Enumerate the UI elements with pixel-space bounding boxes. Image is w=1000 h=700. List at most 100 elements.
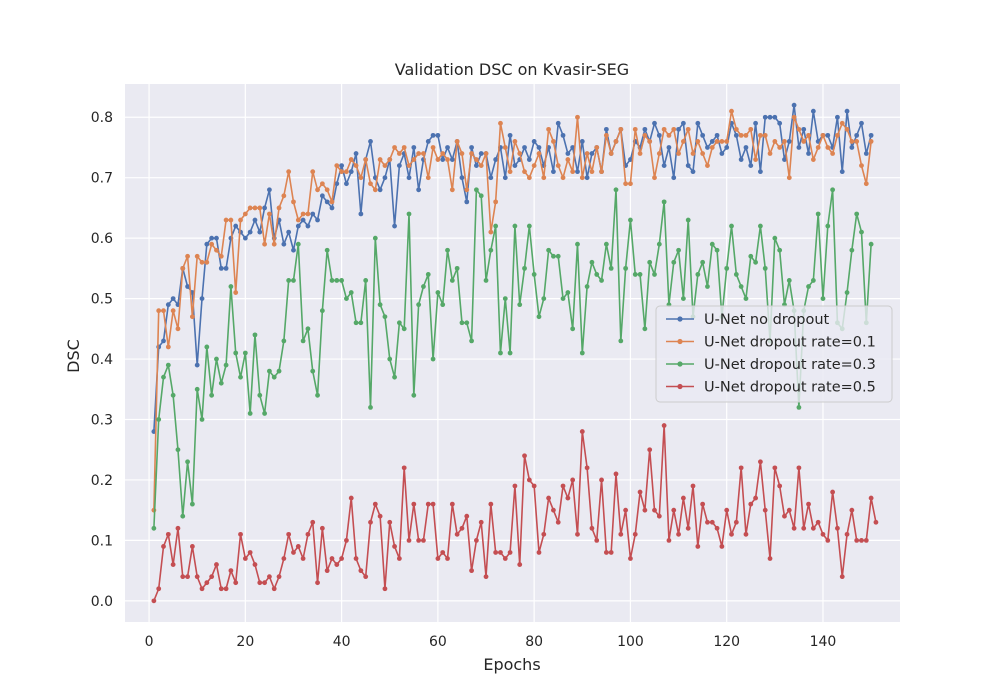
data-point [603,126,609,132]
data-point [291,278,296,283]
data-point [772,114,778,120]
data-point [204,259,210,265]
data-point [623,181,629,187]
data-point [315,187,320,193]
data-point [700,151,706,156]
data-point [656,241,662,247]
data-point [863,181,869,187]
data-point [526,157,532,162]
legend-entry-label: U-Net dropout rate=0.1 [704,335,876,351]
data-point [676,531,681,537]
data-point [223,265,229,271]
data-point [276,368,282,374]
data-point [762,507,768,513]
data-point [724,139,730,144]
data-point [315,392,320,398]
data-point [551,507,556,513]
data-point [189,544,195,549]
x-tick-label: 60 [429,634,447,650]
data-point [358,175,364,181]
data-point [666,132,672,138]
data-point [835,114,840,120]
x-tick-label: 0 [145,634,154,650]
data-point [729,108,734,114]
data-point [440,550,446,555]
data-point [161,544,166,549]
data-point [772,235,778,241]
data-point [676,151,681,156]
data-point [329,205,335,211]
data-point [209,392,215,398]
data-point [680,139,686,144]
data-point [262,205,267,211]
data-point [724,265,730,271]
data-point [685,126,691,132]
data-point [801,126,807,132]
data-point [555,519,561,525]
data-point [705,284,710,289]
data-point [194,574,200,580]
y-tick-label: 0.8 [91,110,113,126]
data-point [709,139,715,144]
data-point [584,151,590,156]
data-point [820,132,826,138]
data-point [541,531,547,537]
data-point [709,519,715,525]
y-tick-label: 0.7 [91,171,113,187]
data-point [295,223,301,229]
data-point [185,574,190,580]
data-point [156,586,162,592]
data-point [709,241,715,247]
data-point [281,241,287,247]
data-point [175,326,181,332]
data-point [599,477,604,483]
data-point [421,537,426,543]
data-point [575,114,580,120]
data-point [642,126,648,132]
data-point [257,229,263,235]
legend-box [655,305,893,403]
data-point [488,501,494,507]
data-point [733,126,739,132]
y-tick-label: 0.6 [91,231,113,247]
data-point [459,525,465,531]
data-point [445,556,450,561]
data-point [377,513,383,519]
data-point [291,199,296,205]
data-point [565,151,571,156]
data-point [348,495,354,501]
data-point [873,519,879,525]
data-point [300,211,306,217]
data-point [406,175,412,181]
data-point [680,120,686,126]
data-point [353,556,359,561]
data-point [584,465,590,471]
data-point [406,211,412,217]
data-point [189,314,195,320]
legend-swatch-marker [677,383,683,390]
data-point [469,145,474,150]
data-point [247,550,253,555]
series-layer [151,102,879,604]
data-point [440,157,446,162]
data-point [536,151,542,156]
data-point [531,139,537,144]
data-point [758,169,763,175]
data-point [603,132,609,138]
data-point [305,326,311,332]
data-point [454,531,460,537]
data-point [267,187,272,193]
data-point [300,556,306,561]
data-point [772,139,778,144]
data-point [252,562,258,567]
data-point [830,489,836,495]
data-point [536,314,542,320]
data-point [502,145,508,150]
data-point [425,272,431,277]
data-point [348,169,354,175]
data-point [637,151,643,156]
chart-title: Validation DSC on Kvasir-SEG [395,60,629,79]
data-point [680,495,686,501]
data-point [589,169,595,175]
